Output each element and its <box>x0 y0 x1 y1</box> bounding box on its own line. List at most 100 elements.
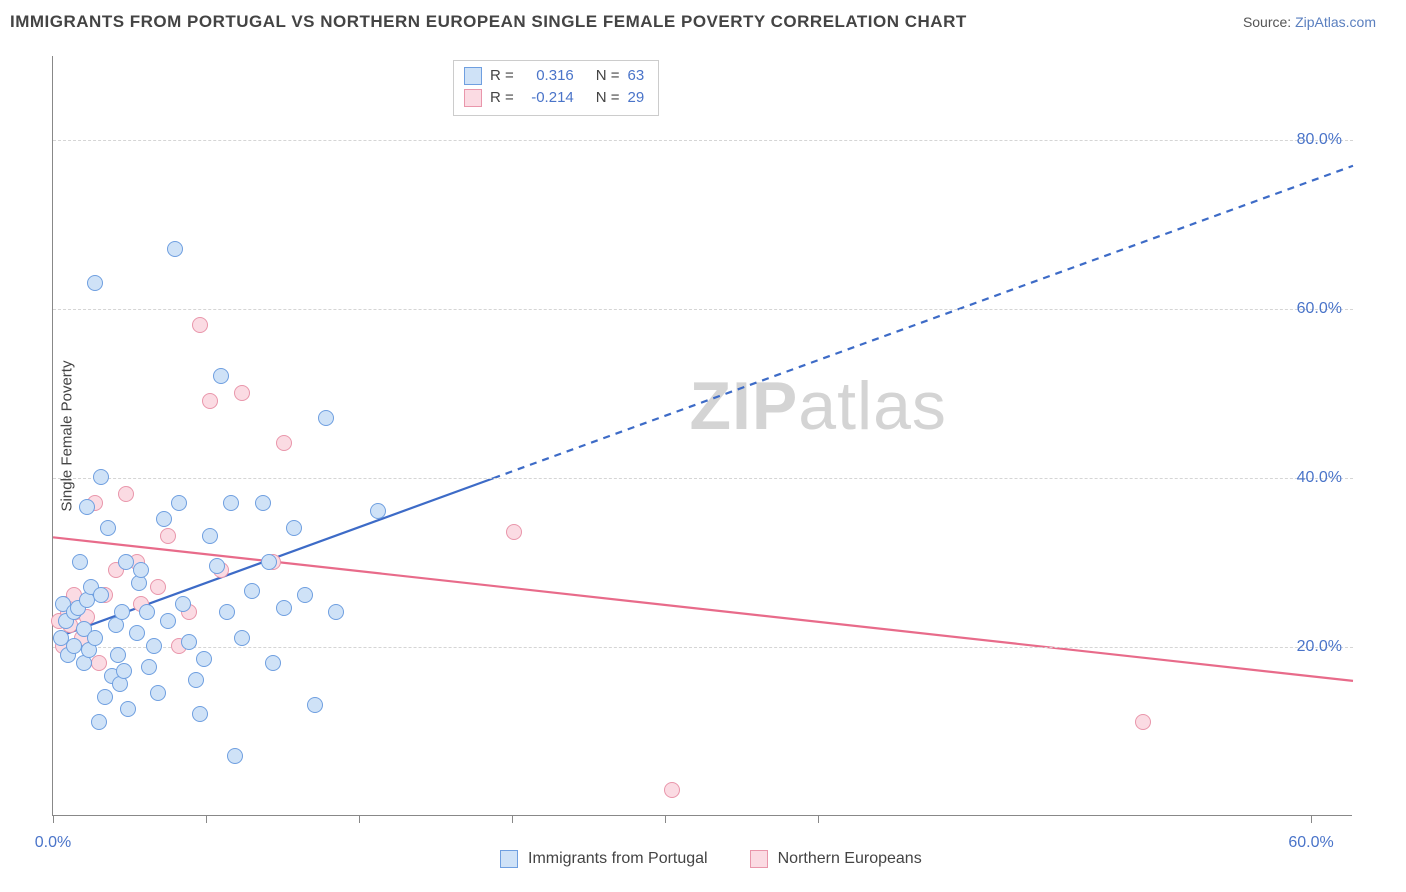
legend-row-series-a: R = 0.316 N = 63 <box>464 65 644 87</box>
n-value-b: 29 <box>628 87 645 109</box>
data-point-a <box>223 495 239 511</box>
data-point-a <box>160 613 176 629</box>
x-tick <box>512 815 513 823</box>
data-point-a <box>181 634 197 650</box>
data-point-a <box>286 520 302 536</box>
data-point-a <box>118 554 134 570</box>
gridline <box>53 309 1353 310</box>
data-point-b <box>1135 714 1151 730</box>
data-point-a <box>171 495 187 511</box>
swatch-series-b <box>464 89 482 107</box>
x-tick <box>818 815 819 823</box>
r-value-b: -0.214 <box>522 87 574 109</box>
data-point-a <box>93 587 109 603</box>
data-point-a <box>156 511 172 527</box>
data-point-a <box>202 528 218 544</box>
data-point-a <box>175 596 191 612</box>
data-point-a <box>114 604 130 620</box>
x-tick <box>53 815 54 823</box>
data-point-a <box>255 495 271 511</box>
n-value-a: 63 <box>628 65 645 87</box>
r-label: R = <box>490 87 514 109</box>
x-tick <box>206 815 207 823</box>
x-tick-label: 60.0% <box>1288 834 1333 852</box>
data-point-a <box>167 241 183 257</box>
legend-row-series-b: R = -0.214 N = 29 <box>464 87 644 109</box>
legend-correlation: R = 0.316 N = 63 R = -0.214 N = 29 <box>453 60 659 116</box>
data-point-a <box>261 554 277 570</box>
data-point-a <box>110 647 126 663</box>
data-point-b <box>276 435 292 451</box>
watermark: ZIPatlas <box>690 367 947 445</box>
data-point-a <box>328 604 344 620</box>
series-a-label: Immigrants from Portugal <box>528 850 708 868</box>
data-point-a <box>129 625 145 641</box>
data-point-a <box>133 562 149 578</box>
data-point-a <box>120 701 136 717</box>
y-tick-label: 60.0% <box>1297 300 1342 318</box>
swatch-series-a <box>500 850 518 868</box>
data-point-a <box>307 697 323 713</box>
data-point-a <box>87 630 103 646</box>
gridline <box>53 647 1353 648</box>
gridline <box>53 140 1353 141</box>
x-tick <box>665 815 666 823</box>
data-point-a <box>234 630 250 646</box>
data-point-a <box>91 714 107 730</box>
y-tick-label: 80.0% <box>1297 131 1342 149</box>
y-tick-label: 40.0% <box>1297 469 1342 487</box>
n-label: N = <box>596 65 620 87</box>
data-point-a <box>97 689 113 705</box>
data-point-a <box>150 685 166 701</box>
gridline <box>53 478 1353 479</box>
x-tick <box>1311 815 1312 823</box>
data-point-a <box>72 554 88 570</box>
data-point-a <box>79 499 95 515</box>
swatch-series-b <box>750 850 768 868</box>
data-point-a <box>66 638 82 654</box>
swatch-series-a <box>464 67 482 85</box>
data-point-a <box>196 651 212 667</box>
x-tick-label: 0.0% <box>35 834 71 852</box>
data-point-a <box>297 587 313 603</box>
y-tick-label: 20.0% <box>1297 638 1342 656</box>
data-point-b <box>118 486 134 502</box>
data-point-a <box>244 583 260 599</box>
data-point-a <box>139 604 155 620</box>
data-point-b <box>234 385 250 401</box>
data-point-a <box>227 748 243 764</box>
data-point-b <box>664 782 680 798</box>
data-point-a <box>93 469 109 485</box>
chart-title: IMMIGRANTS FROM PORTUGAL VS NORTHERN EUR… <box>10 12 967 32</box>
data-point-b <box>150 579 166 595</box>
series-b-label: Northern Europeans <box>778 850 922 868</box>
data-point-a <box>265 655 281 671</box>
data-point-a <box>370 503 386 519</box>
data-point-a <box>209 558 225 574</box>
source-link[interactable]: ZipAtlas.com <box>1295 14 1376 30</box>
data-point-a <box>141 659 157 675</box>
data-point-a <box>100 520 116 536</box>
data-point-a <box>276 600 292 616</box>
r-label: R = <box>490 65 514 87</box>
data-point-b <box>160 528 176 544</box>
data-point-a <box>213 368 229 384</box>
data-point-b <box>506 524 522 540</box>
data-point-a <box>318 410 334 426</box>
x-tick <box>359 815 360 823</box>
data-point-b <box>91 655 107 671</box>
y-axis-label: Single Female Poverty <box>59 360 76 511</box>
data-point-a <box>219 604 235 620</box>
data-point-a <box>188 672 204 688</box>
legend-series: Immigrants from Portugal Northern Europe… <box>500 850 922 868</box>
data-point-b <box>192 317 208 333</box>
data-point-b <box>202 393 218 409</box>
data-point-a <box>146 638 162 654</box>
n-label: N = <box>596 87 620 109</box>
data-point-a <box>192 706 208 722</box>
data-point-a <box>87 275 103 291</box>
data-point-a <box>116 663 132 679</box>
source-attribution: Source: ZipAtlas.com <box>1243 14 1376 30</box>
scatter-plot: Single Female Poverty ZIPatlas R = 0.316… <box>52 56 1352 816</box>
source-label: Source: <box>1243 14 1295 30</box>
